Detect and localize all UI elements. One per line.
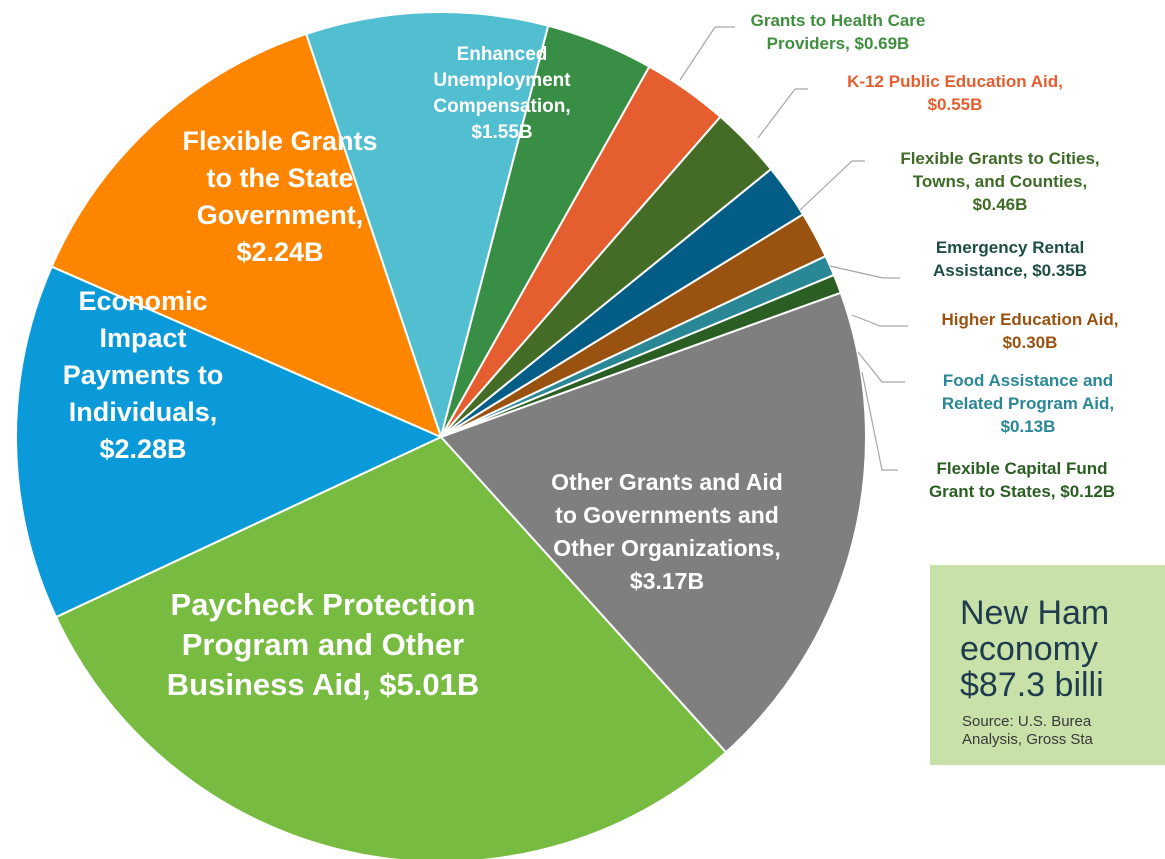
slice-label-11: Flexible Grants to the State Government, $2… — [182, 126, 377, 267]
slice-label-5-line-1: $0.30B — [1003, 333, 1058, 352]
slice-label-2-line-0: K-12 Public Education Aid, — [847, 72, 1063, 91]
slice-label-5: Higher Education Aid, $0.30B — [942, 310, 1119, 352]
slice-label-3: Flexible Grants to Cities, Towns, and Cou… — [900, 149, 1099, 214]
slice-label-0-line-3: $1.55B — [471, 122, 532, 143]
leader-line-4 — [829, 265, 900, 279]
slice-label-10-line-3: Individuals, — [69, 397, 218, 427]
slice-label-10-line-2: Payments to — [63, 360, 224, 390]
gdp-callout-box: New Ham economy $87.3 billi Source: U.S.… — [930, 565, 1165, 765]
slice-labels: Enhanced Unemployment Compensation, $1.55B G… — [63, 11, 1119, 702]
slice-label-2: K-12 Public Education Aid, $0.55B — [847, 72, 1063, 114]
pie-slice-8 — [439, 291, 867, 754]
slice-label-6-line-2: $0.13B — [1001, 417, 1056, 436]
slice-label-10: Economic Impact Payments to Individuals, $2.… — [63, 286, 224, 464]
slice-label-2-line-1: $0.55B — [928, 95, 983, 114]
callout-source-line-2: Analysis, Gross Sta — [962, 731, 1093, 748]
slice-label-11-line-2: Government, — [197, 200, 364, 230]
slice-label-8-line-2: Other Organizations, — [553, 535, 780, 561]
slice-label-8-line-0: Other Grants and Aid — [551, 469, 783, 495]
slice-label-9: Paycheck Protection Program and Other Busi… — [167, 587, 479, 702]
slice-label-0-line-1: Unemployment — [433, 70, 571, 91]
leader-line-1 — [679, 26, 735, 81]
pie-slice-11 — [50, 32, 443, 439]
leader-line-5 — [851, 314, 908, 327]
slice-label-10-line-4: $2.28B — [99, 434, 186, 464]
slice-label-1: Grants to Health Care Providers, $0.69B — [751, 11, 926, 53]
slice-label-6-line-1: Related Program Aid, — [942, 394, 1114, 413]
callout-heading-line-3: $87.3 billi — [960, 666, 1104, 704]
slice-label-0: Enhanced Unemployment Compensation, $1.55B — [433, 44, 571, 143]
slice-label-8-line-3: $3.17B — [630, 568, 704, 594]
slice-label-1-line-0: Grants to Health Care — [751, 11, 926, 30]
slice-label-6-line-0: Food Assistance and — [943, 371, 1113, 390]
slice-label-9-line-0: Paycheck Protection — [171, 587, 476, 622]
slice-label-9-line-2: Business Aid, $5.01B — [167, 667, 479, 702]
slice-label-1-line-1: Providers, $0.69B — [767, 34, 910, 53]
callout-source-line-1: Source: U.S. Burea — [962, 713, 1092, 730]
pie-slice-0 — [304, 11, 550, 441]
slice-label-7-line-0: Flexible Capital Fund — [937, 459, 1108, 478]
leader-line-7 — [861, 371, 898, 471]
leader-lines — [679, 26, 908, 471]
leader-line-3 — [799, 160, 865, 211]
slice-label-10-line-1: Impact — [99, 323, 186, 353]
slice-label-0-line-0: Enhanced — [457, 44, 548, 65]
slice-label-10-line-0: Economic — [78, 286, 207, 316]
slice-label-11-line-1: to the State — [206, 163, 353, 193]
pie-slice-9 — [54, 435, 728, 859]
slice-label-8: Other Grants and Aid to Governments and Ot… — [551, 469, 783, 594]
slice-label-3-line-2: $0.46B — [973, 195, 1028, 214]
slice-label-11-line-3: $2.24B — [236, 237, 323, 267]
slice-label-4: Emergency Rental Assistance, $0.35B — [933, 238, 1087, 280]
callout-heading-line-1: New Ham — [960, 594, 1110, 632]
slice-label-7-line-1: Grant to States, $0.12B — [929, 482, 1115, 501]
slice-label-0-line-2: Compensation, — [433, 96, 570, 117]
slice-label-6: Food Assistance and Related Program Aid, $… — [942, 371, 1114, 436]
slice-label-7: Flexible Capital Fund Grant to States, $0… — [929, 459, 1115, 501]
slice-label-9-line-1: Program and Other — [182, 627, 465, 662]
callout-heading-line-2: economy — [960, 630, 1098, 668]
slice-label-5-line-0: Higher Education Aid, — [942, 310, 1119, 329]
leader-line-2 — [757, 88, 808, 139]
slice-label-3-line-0: Flexible Grants to Cities, — [900, 149, 1099, 168]
leader-line-6 — [857, 351, 905, 383]
pie-slices — [15, 11, 867, 859]
slice-label-11-line-0: Flexible Grants — [182, 126, 377, 156]
pie-slice-10 — [15, 265, 444, 619]
slice-label-8-line-1: to Governments and — [555, 502, 779, 528]
slice-label-4-line-1: Assistance, $0.35B — [933, 261, 1087, 280]
slice-label-4-line-0: Emergency Rental — [936, 238, 1084, 257]
slice-label-3-line-1: Towns, and Counties, — [913, 172, 1087, 191]
